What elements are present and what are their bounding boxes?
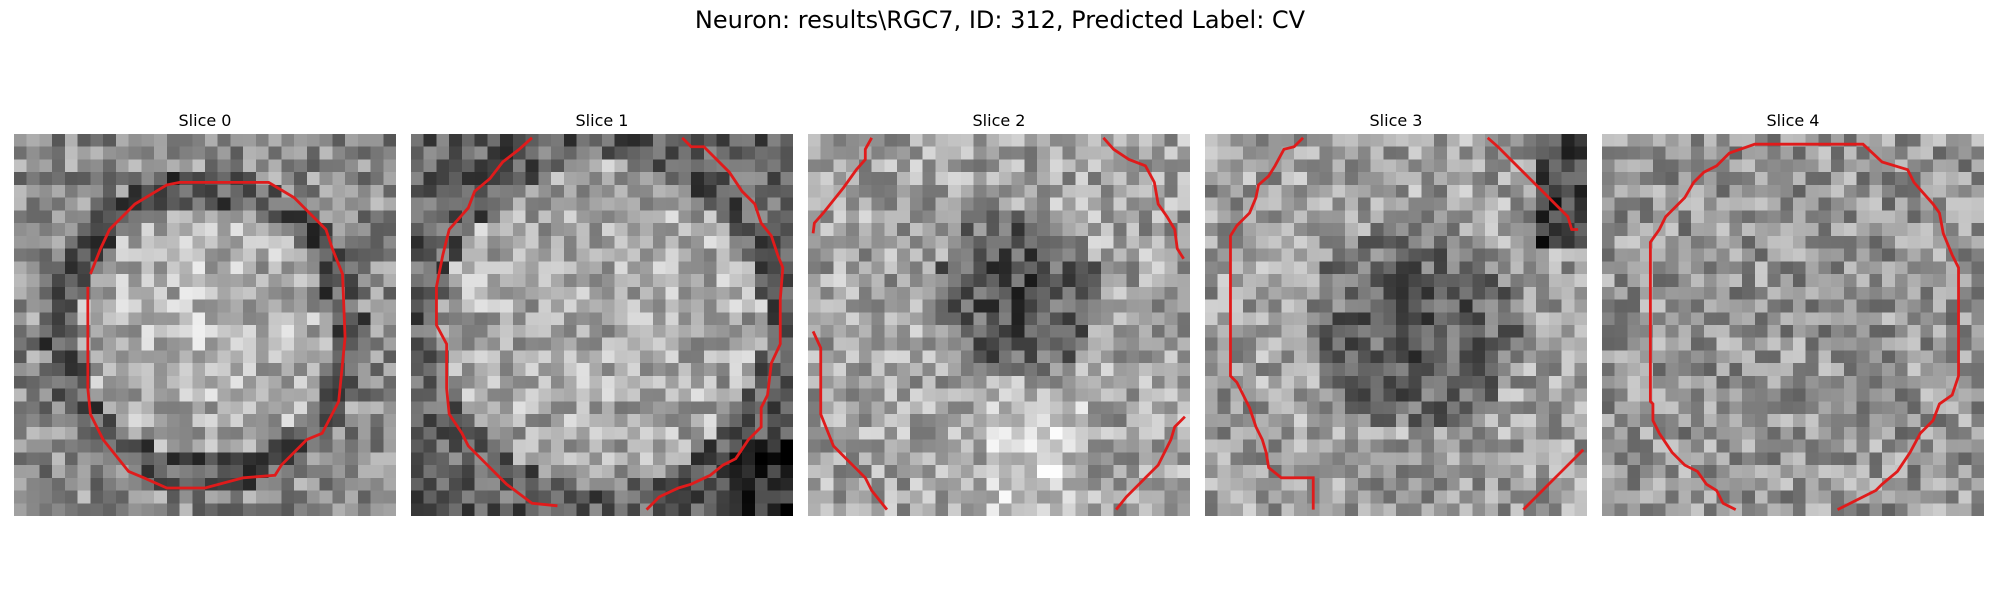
- slice-title: Slice 1: [575, 111, 629, 130]
- segmentation-contour-right: [645, 136, 785, 511]
- slice-panel-0: Slice 0: [14, 110, 396, 516]
- segmentation-contour-top-right: [1102, 136, 1185, 260]
- segmentation-contour-bottom-left: [811, 330, 889, 511]
- slice-title: Slice 3: [1369, 111, 1423, 130]
- segmentation-contour: [86, 180, 347, 490]
- slice-image-3: [1205, 134, 1587, 516]
- slice-title: Slice 2: [972, 111, 1026, 130]
- segmentation-contour: [1648, 142, 1960, 511]
- slice-panel-2: Slice 2: [808, 110, 1190, 516]
- slice-image-0: [14, 134, 396, 516]
- slice-panel-4: Slice 4: [1602, 110, 1984, 516]
- segmentation-contour-top-right: [1486, 136, 1579, 231]
- segmentation-contour-top-left: [811, 137, 873, 234]
- segmentation-contour-left: [435, 136, 558, 508]
- slice-panel-3: Slice 3: [1205, 110, 1587, 516]
- slice-panel-1: Slice 1: [411, 110, 793, 516]
- segmentation-contour-bottom-right: [1522, 448, 1585, 511]
- slice-title: Slice 0: [178, 111, 232, 130]
- figure-title: Neuron: results\RGC7, ID: 312, Predicted…: [694, 6, 1306, 34]
- slice-image-1: [411, 134, 793, 516]
- slice-title: Slice 4: [1766, 111, 1820, 130]
- slice-image-4: [1602, 134, 1984, 516]
- segmentation-contour-left: [1229, 136, 1315, 510]
- segmentation-contour-bottom-right: [1115, 415, 1186, 511]
- slice-image-2: [808, 134, 1190, 516]
